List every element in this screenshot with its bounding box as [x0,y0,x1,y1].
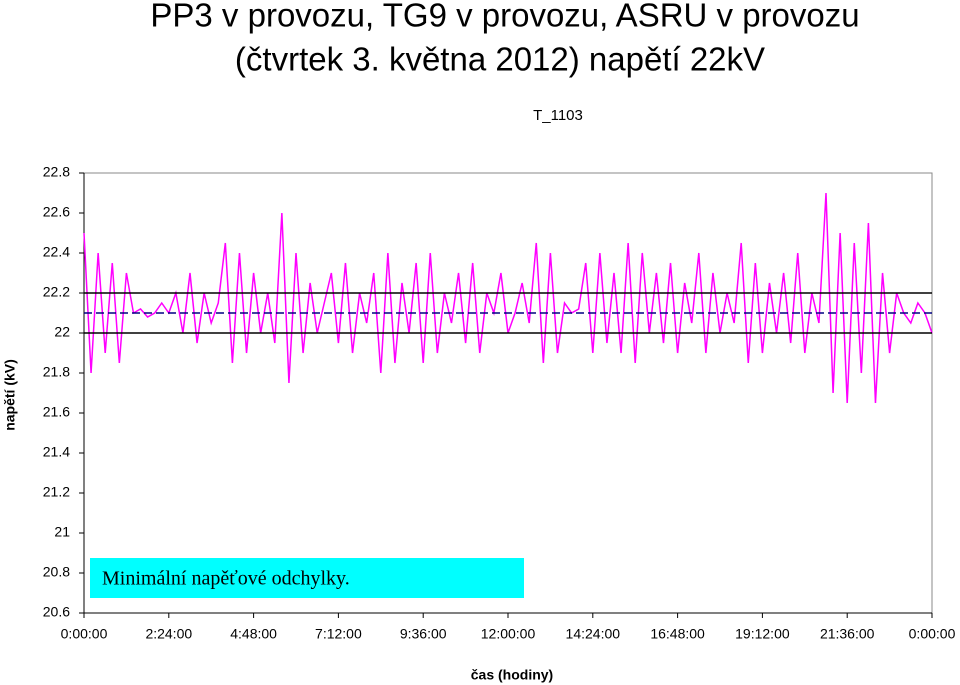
y-tick-label: 21 [54,524,70,540]
y-tick-label: 20.6 [43,604,70,620]
y-axis-label: napětí (kV) [2,359,18,431]
x-tick-label: 16:48:00 [650,626,705,642]
y-tick-label: 21.6 [43,404,70,420]
annotation-box [90,558,524,598]
y-tick-label: 21.2 [43,484,70,500]
y-tick-label: 22 [54,324,70,340]
y-tick-label: 22.2 [43,284,70,300]
y-tick-label: 20.8 [43,564,70,580]
annotation: Minimální napěťové odchylky. [102,568,350,590]
y-tick-label: 22.4 [43,244,70,260]
chart-title: PP3 v provozu, TG9 v provozu, ASRU v pro… [150,0,859,34]
y-tick-label: 21.8 [43,364,70,380]
x-tick-label: 19:12:00 [735,626,790,642]
x-tick-label: 9:36:00 [400,626,447,642]
x-tick-label: 7:12:00 [315,626,362,642]
x-tick-label: 12:00:00 [481,626,536,642]
plot-frame [83,172,933,614]
x-tick-label: 21:36:00 [820,626,875,642]
x-tick-label: 14:24:00 [566,626,621,642]
chart-title: (čtvrtek 3. května 2012) napětí 22kV [235,41,765,78]
y-tick-label: 22.6 [43,204,70,220]
x-tick-label: 2:24:00 [145,626,192,642]
x-tick-label: 4:48:00 [230,626,277,642]
data-line [83,192,933,404]
x-tick-label: 0:00:00 [909,626,956,642]
x-axis-label: čas (hodiny) [471,667,553,683]
x-tick-label: 0:00:00 [61,626,108,642]
y-tick-label: 22.8 [43,164,70,180]
chart-subtitle: T_1103 [533,107,583,124]
y-tick-label: 21.4 [43,444,70,460]
